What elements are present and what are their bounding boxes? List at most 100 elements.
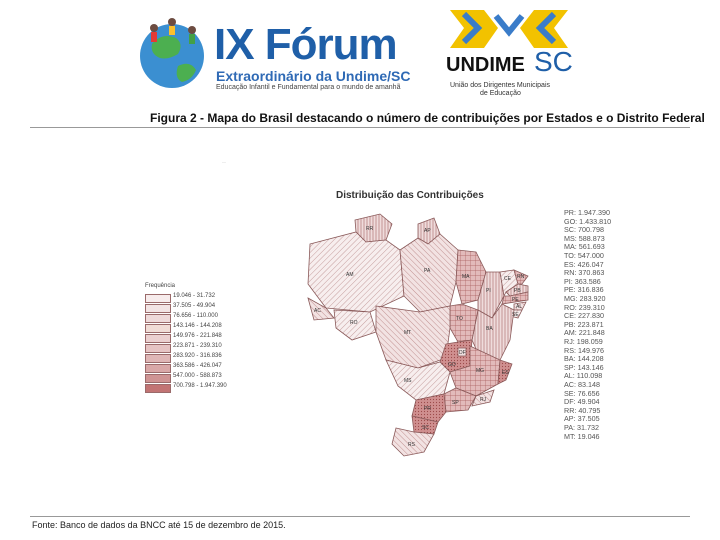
map-label-ba: BA — [486, 326, 493, 332]
forum-logo: IX Fórum Extraordinário da Undime/SC Edu… — [132, 8, 410, 98]
ranking-row: TO: 547.000 — [564, 251, 604, 260]
legend-swatch — [145, 384, 171, 393]
state-rs — [391, 427, 435, 457]
state-ro — [333, 309, 377, 341]
map-title: Distribuição das Contribuições — [336, 190, 484, 201]
legend-swatch — [145, 364, 171, 373]
legend-item: 149.976 - 221.848 — [145, 333, 263, 343]
ranking-row: CE: 227.830 — [564, 311, 604, 321]
undime-subtitle-line1: União dos Dirigentes Municipais — [450, 82, 550, 89]
map-label-pe: PE — [512, 297, 519, 303]
map-label-rn: RN — [517, 274, 525, 280]
ranking-row: SE: 76.656 — [564, 388, 600, 398]
state-df — [457, 347, 467, 357]
legend-item: 700.798 - 1.947.390 — [145, 383, 263, 393]
ranking-row: SC: 700.798 — [564, 225, 604, 235]
state-ac — [307, 297, 335, 321]
undime-logo: UNDIME SC União dos Dirigentes Municipai… — [440, 4, 590, 100]
map-label-df: DF — [459, 350, 466, 356]
legend-label: 223.871 - 239.310 — [173, 343, 222, 349]
legend-label: 76.656 - 110.000 — [173, 313, 218, 319]
ranking-row: GO: 1.433.810 — [564, 216, 612, 226]
map-label-pi: PI — [486, 288, 491, 294]
ranking-row: PB: 223.871 — [564, 319, 604, 329]
legend-swatch — [145, 344, 171, 353]
map-label-es: ES — [502, 370, 509, 376]
ranking-row: PI: 363.586 — [564, 276, 601, 286]
legend-label: 143.146 - 144.208 — [173, 323, 222, 329]
map-label-am: AM — [346, 272, 354, 278]
state-ms — [385, 359, 451, 401]
map-label-mt: MT — [404, 330, 411, 336]
state-mt — [375, 305, 451, 369]
state-pr — [411, 393, 447, 423]
ranking-row: MA: 561.693 — [564, 242, 605, 252]
legend-swatch — [145, 374, 171, 383]
ranking-row: AP: 37.505 — [564, 414, 600, 424]
figure-caption: Figura 2 - Mapa do Brasil destacando o n… — [150, 111, 705, 125]
map-label-ms: MS — [404, 378, 412, 384]
legend-label: 149.976 - 221.848 — [173, 333, 222, 339]
state-ranking-list: PR: 1.947.390 GO: 1.433.810 SC: 700.798 MS:… — [564, 208, 684, 448]
ranking-row: AM: 221.848 — [564, 328, 605, 338]
undime-subtitle-line2: de Educação — [480, 90, 521, 97]
legend-label: 363.586 - 426.047 — [173, 363, 222, 369]
ranking-row: PR: 1.947.390 — [564, 208, 610, 217]
ranking-row: BA: 144.208 — [564, 354, 604, 364]
legend-swatch — [145, 324, 171, 333]
map-label-rr: RR — [366, 226, 374, 232]
ranking-row: RR: 40.795 — [564, 405, 601, 415]
map-label-sc: SC — [422, 425, 429, 431]
map-label-ma: MA — [462, 274, 470, 280]
map-label-ro: RO — [350, 320, 358, 326]
map-label-ac: AC — [314, 308, 321, 314]
ranking-row: AC: 83.148 — [564, 380, 600, 389]
undime-wordmark: UNDIME — [446, 54, 525, 76]
map-label-pa: PA — [424, 268, 431, 274]
ranking-row: MS: 588.873 — [564, 233, 605, 243]
legend-label: 700.798 - 1.947.390 — [173, 383, 227, 389]
state-rj — [471, 389, 495, 407]
map-label-al: AL — [516, 304, 522, 310]
ranking-row: RN: 370.863 — [564, 268, 605, 278]
legend-item: 37.505 - 49.904 — [145, 303, 263, 313]
state-ba — [471, 303, 515, 363]
state-am — [307, 231, 405, 313]
undime-sc-mark: SC — [534, 46, 573, 77]
source-note: Fonte: Banco de dados da BNCC até 15 de … — [32, 520, 286, 530]
ranking-row: RJ: 198.059 — [564, 337, 603, 346]
state-pe — [501, 291, 529, 305]
ranking-row: PE: 316.836 — [564, 285, 604, 295]
legend-label: 37.505 - 49.904 — [173, 303, 216, 309]
state-es — [497, 359, 513, 385]
ranking-row: AL: 110.098 — [564, 371, 603, 381]
map-label-rj: RJ — [480, 397, 487, 403]
ranking-row: MG: 283.920 — [564, 294, 606, 303]
forum-title: IX Fórum — [214, 20, 398, 69]
bottom-divider — [30, 516, 690, 517]
legend-swatch — [145, 334, 171, 343]
map-label-pb: PB — [514, 288, 521, 294]
legend-item: 19.046 - 31.732 — [145, 293, 263, 303]
forum-subtitle: Extraordinário da Undime/SC — [216, 68, 411, 84]
legend-swatch — [145, 354, 171, 363]
map-label-ap: AP — [424, 228, 431, 234]
forum-tagline: Educação Infantil e Fundamental para o m… — [216, 84, 401, 91]
ranking-row: RS: 149.976 — [564, 345, 604, 355]
brazil-map: RR AP AM PA MA CE RN PB PE AL SE PI AC R… — [307, 213, 529, 457]
legend-swatch — [145, 294, 171, 303]
legend-title: Frequência — [145, 283, 176, 289]
scan-speck: ·· — [222, 160, 226, 166]
ranking-row: SP: 143.146 — [564, 362, 604, 372]
map-label-sp: SP — [452, 400, 459, 406]
legend-swatch — [145, 304, 171, 313]
state-rn — [513, 269, 529, 285]
legend-item: 283.920 - 316.836 — [145, 353, 263, 363]
legend-item: 223.871 - 239.310 — [145, 343, 263, 353]
map-label-rs: RS — [408, 442, 416, 448]
legend-label: 19.046 - 31.732 — [173, 293, 216, 299]
map-label-pr: PR — [424, 406, 431, 412]
legend-item: 547.000 - 588.873 — [145, 373, 263, 383]
ranking-row: RO: 239.310 — [564, 302, 605, 312]
top-divider — [30, 127, 690, 128]
